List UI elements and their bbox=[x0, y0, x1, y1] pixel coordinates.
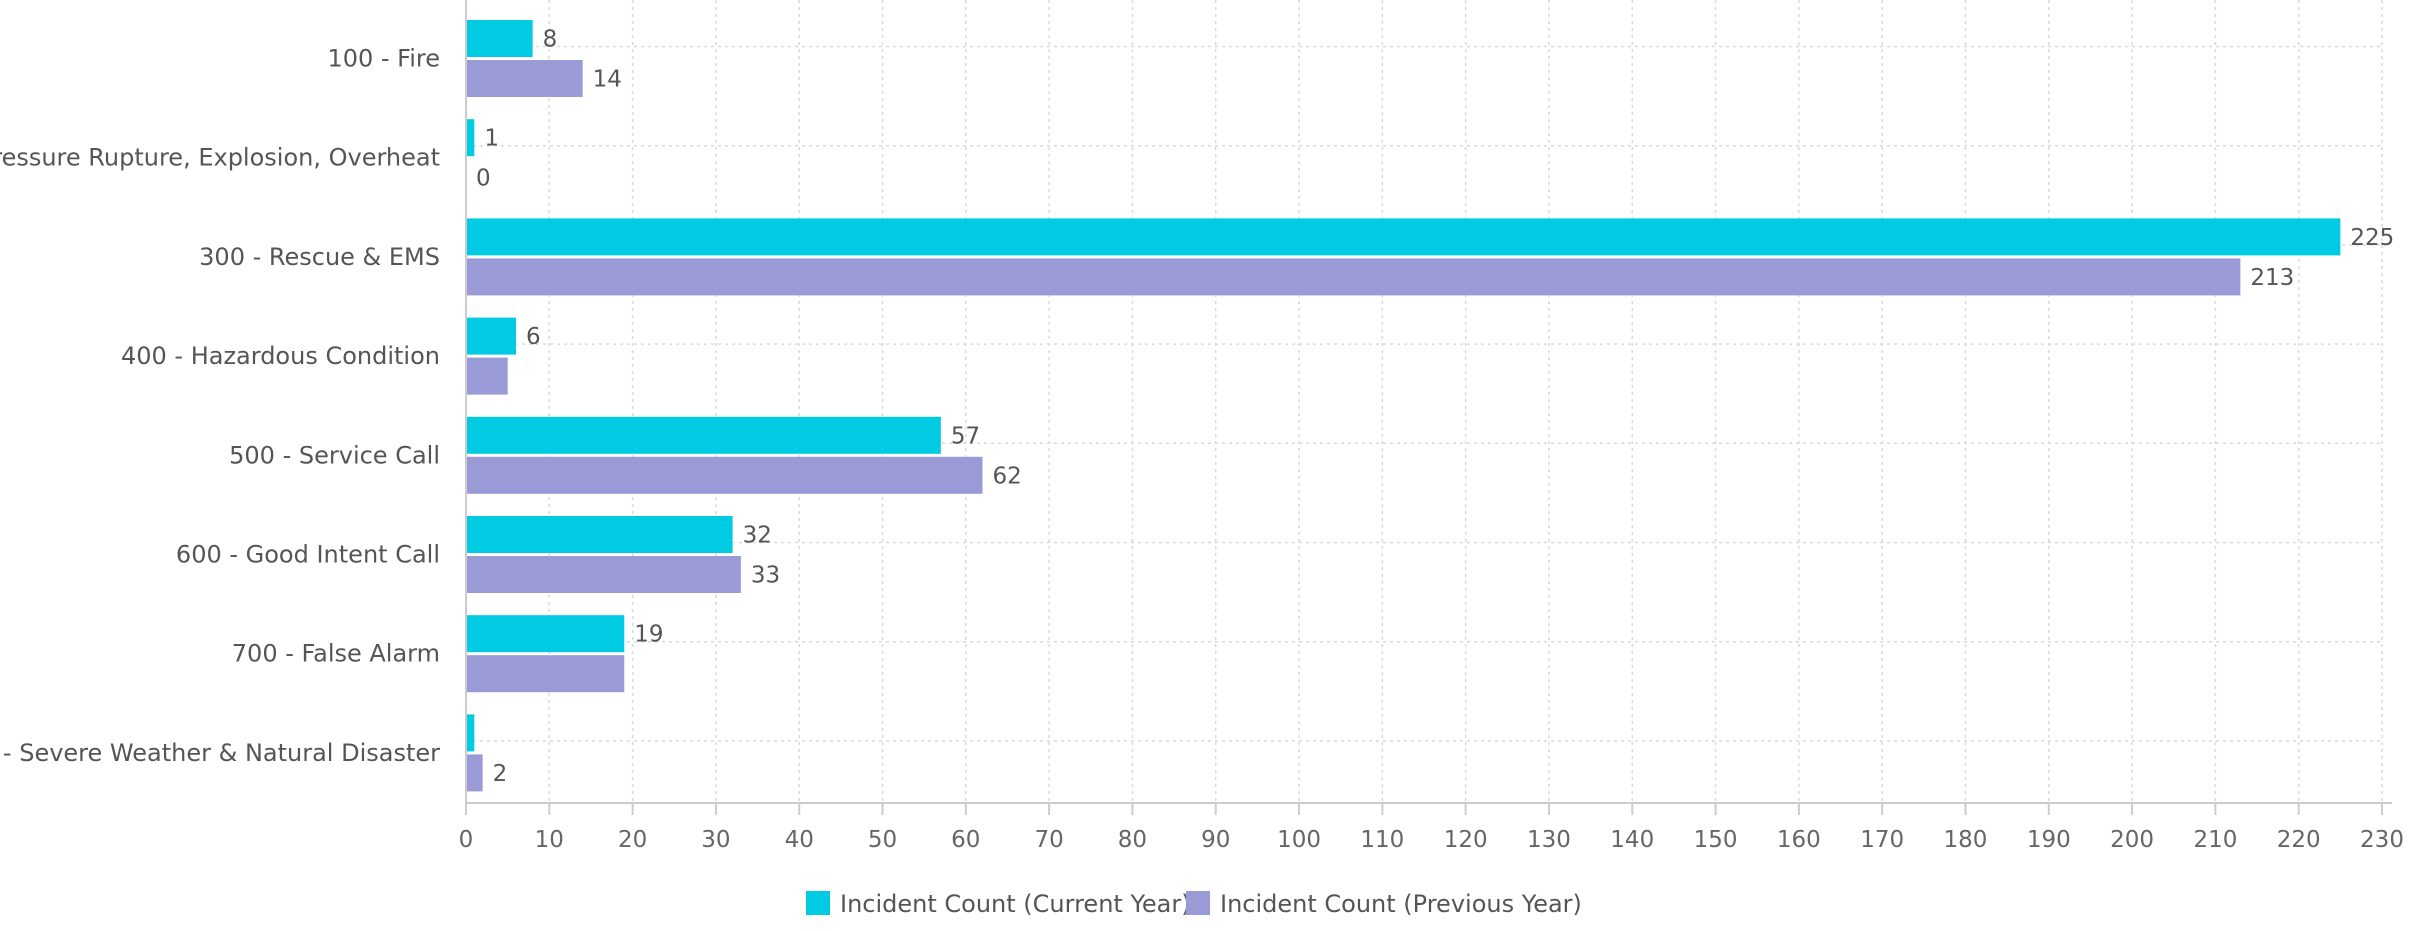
data-label: 1 bbox=[484, 126, 499, 152]
gridlines bbox=[466, 0, 2383, 803]
bar-previous-year[interactable] bbox=[466, 60, 583, 97]
x-tick-label: 40 bbox=[785, 827, 814, 853]
data-label: 6 bbox=[526, 324, 541, 350]
bar-previous-year[interactable] bbox=[466, 754, 483, 792]
bar-previous-year[interactable] bbox=[466, 258, 2241, 296]
bar-previous-year[interactable] bbox=[466, 655, 625, 693]
x-tick-label: 30 bbox=[701, 827, 730, 853]
x-tick-label: 200 bbox=[2110, 827, 2154, 853]
bar-current-year[interactable] bbox=[466, 516, 733, 553]
bars bbox=[466, 20, 2341, 792]
data-label: 14 bbox=[593, 67, 622, 93]
x-tick-label: 100 bbox=[1277, 827, 1321, 853]
category-label: 300 - Rescue & EMS bbox=[199, 243, 440, 271]
bar-previous-year[interactable] bbox=[466, 357, 508, 395]
x-tick-label: 110 bbox=[1360, 827, 1404, 853]
data-label: 213 bbox=[2250, 265, 2294, 291]
legend-swatch-current-year[interactable] bbox=[806, 891, 830, 915]
x-tick-label: 220 bbox=[2277, 827, 2321, 853]
x-tick-label: 180 bbox=[1944, 827, 1988, 853]
x-tick-label: 120 bbox=[1444, 827, 1488, 853]
axes bbox=[465, 0, 2392, 815]
x-tick-label: 90 bbox=[1201, 827, 1230, 853]
category-label: 700 - False Alarm bbox=[232, 640, 440, 668]
x-tick-label: 20 bbox=[618, 827, 647, 853]
x-tick-label: 210 bbox=[2193, 827, 2237, 853]
data-label: 0 bbox=[476, 166, 491, 192]
data-label: 2 bbox=[493, 761, 508, 787]
bar-previous-year[interactable] bbox=[466, 456, 983, 494]
data-label: 225 bbox=[2350, 225, 2394, 251]
x-tick-label: 50 bbox=[868, 827, 897, 853]
x-tick-label: 10 bbox=[535, 827, 564, 853]
x-tick-label: 80 bbox=[1118, 827, 1147, 853]
data-label: 33 bbox=[751, 563, 780, 589]
data-label: 8 bbox=[543, 27, 558, 53]
x-tick-label: 60 bbox=[951, 827, 980, 853]
bar-current-year[interactable] bbox=[466, 615, 625, 653]
legend-label-current-year[interactable]: Incident Count (Current Year) bbox=[840, 890, 1191, 918]
bar-previous-year[interactable] bbox=[466, 556, 741, 593]
x-tick-label: 130 bbox=[1527, 827, 1571, 853]
bar-current-year[interactable] bbox=[466, 714, 475, 752]
data-label: 19 bbox=[634, 622, 663, 648]
legend-swatch-previous-year[interactable] bbox=[1186, 891, 1210, 915]
x-tick-label: 150 bbox=[1694, 827, 1738, 853]
data-label: 57 bbox=[951, 423, 980, 449]
category-label: 600 - Good Intent Call bbox=[176, 541, 440, 569]
x-tick-label: 140 bbox=[1610, 827, 1654, 853]
category-label: 200 - Overpressure Rupture, Explosion, O… bbox=[0, 144, 440, 172]
bar-current-year[interactable] bbox=[466, 218, 2341, 256]
x-tick-label: 230 bbox=[2360, 827, 2404, 853]
category-label: 800 - Severe Weather & Natural Disaster bbox=[0, 739, 440, 767]
data-label: 32 bbox=[743, 523, 772, 549]
bar-current-year[interactable] bbox=[466, 317, 516, 355]
bar-current-year[interactable] bbox=[466, 416, 941, 454]
labels: 0 10 20 30 40 50 60 70 80 90 100 110 120 130 140 150 160… bbox=[0, 27, 2404, 854]
bar-current-year[interactable] bbox=[466, 20, 533, 57]
category-label: 400 - Hazardous Condition bbox=[121, 342, 440, 370]
x-tick-label: 160 bbox=[1777, 827, 1821, 853]
legend-label-previous-year[interactable]: Incident Count (Previous Year) bbox=[1220, 890, 1582, 918]
bar-current-year[interactable] bbox=[466, 119, 475, 157]
category-label: 500 - Service Call bbox=[229, 441, 440, 469]
data-label: 62 bbox=[992, 463, 1021, 489]
category-label: 100 - Fire bbox=[327, 45, 440, 73]
x-tick-label: 170 bbox=[1860, 827, 1904, 853]
x-tick-label: 0 bbox=[459, 827, 474, 853]
x-tick-label: 190 bbox=[2027, 827, 2071, 853]
x-tick-label: 70 bbox=[1034, 827, 1063, 853]
legend[interactable]: Incident Count (Current Year) Incident Co… bbox=[806, 890, 1582, 918]
